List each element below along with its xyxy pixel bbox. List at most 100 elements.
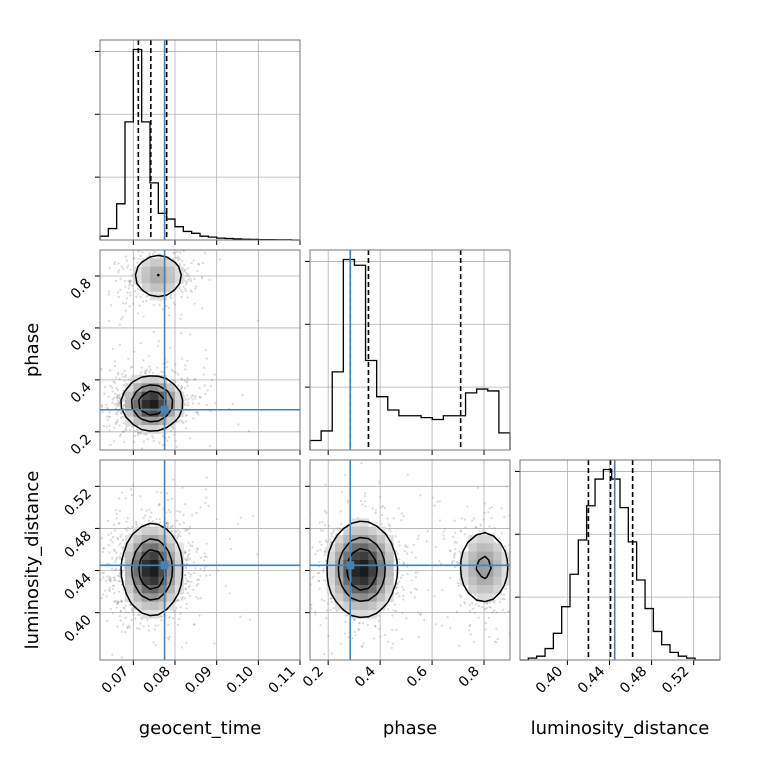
scatter-point — [158, 303, 161, 307]
density-cell — [368, 576, 378, 586]
scatter-point — [184, 289, 187, 292]
scatter-point — [187, 572, 190, 575]
scatter-point — [192, 623, 195, 626]
truth-marker — [160, 561, 169, 570]
scatter-point — [178, 618, 181, 621]
scatter-point — [325, 616, 328, 620]
scatter-point — [116, 394, 119, 397]
density-cell — [133, 408, 143, 418]
density-cell — [335, 535, 344, 544]
density-cell — [460, 576, 469, 586]
scatter-point — [194, 287, 197, 290]
scatter-point — [203, 366, 206, 369]
scatter-point — [140, 371, 143, 374]
scatter-point — [125, 302, 128, 305]
scatter-point — [453, 548, 457, 551]
scatter-point — [106, 418, 109, 421]
scatter-point — [187, 379, 190, 382]
scatter-point — [107, 577, 111, 580]
scatter-point — [130, 377, 133, 380]
x-axis-label-geocent-time: geocent_time — [139, 718, 262, 739]
scatter-point — [142, 440, 145, 443]
scatter-point — [392, 517, 395, 520]
scatter-point — [109, 578, 112, 581]
density-cell — [493, 568, 503, 578]
scatter-point — [332, 529, 336, 532]
density-cell — [351, 610, 361, 619]
scatter-point — [377, 614, 381, 617]
scatter-point — [453, 541, 457, 544]
density-cell — [150, 601, 159, 611]
scatter-point — [111, 557, 114, 560]
scatter-point — [107, 395, 110, 398]
scatter-point — [117, 270, 120, 273]
density-cell — [166, 416, 176, 426]
scatter-point — [185, 527, 188, 531]
scatter-point — [361, 503, 364, 506]
scatter-point — [401, 573, 404, 577]
scatter-point — [126, 626, 129, 630]
scatter-point — [142, 359, 145, 362]
scatter-point — [320, 543, 323, 546]
scatter-point — [324, 539, 328, 542]
scatter-point — [184, 271, 188, 275]
scatter-point — [190, 290, 193, 293]
scatter-point — [410, 579, 413, 582]
density-cell — [385, 560, 394, 569]
scatter-point — [197, 402, 200, 405]
scatter-point — [133, 434, 137, 438]
scatter-point — [336, 527, 339, 530]
scatter-point — [116, 291, 120, 294]
scatter-point — [165, 522, 168, 525]
scatter-point — [208, 278, 211, 282]
scatter-point — [122, 399, 125, 402]
scatter-point — [111, 347, 114, 350]
density-cell — [133, 383, 143, 393]
scatter-point — [108, 579, 111, 582]
density-cell — [335, 576, 344, 586]
scatter-point — [191, 544, 194, 548]
scatter-point — [183, 597, 187, 600]
scatter-point — [186, 554, 189, 557]
scatter-point — [189, 573, 193, 576]
scatter-point — [113, 579, 116, 582]
scatter-point — [116, 625, 119, 628]
scatter-point — [329, 541, 332, 544]
scatter-point — [323, 553, 326, 557]
scatter-point — [155, 517, 158, 521]
scatter-point — [464, 526, 467, 529]
density-cell — [376, 568, 386, 578]
scatter-point — [394, 609, 397, 613]
scatter-point — [451, 560, 454, 563]
density-cell — [125, 576, 134, 586]
scatter-point — [341, 490, 344, 493]
scatter-point — [485, 602, 489, 605]
scatter-point — [391, 628, 394, 632]
scatter-point — [404, 545, 407, 548]
scatter-point — [120, 600, 123, 603]
scatter-point — [114, 381, 117, 384]
scatter-point — [414, 587, 417, 590]
scatter-point — [170, 368, 173, 371]
scatter-point — [184, 268, 187, 272]
scatter-point — [180, 377, 183, 380]
density-cell — [376, 551, 386, 561]
density-cell — [150, 408, 159, 418]
scatter-point — [477, 616, 480, 619]
scatter-point — [107, 290, 111, 293]
scatter-point — [330, 532, 333, 535]
scatter-point — [112, 548, 116, 551]
scatter-point — [463, 518, 466, 521]
scatter-point — [488, 507, 491, 510]
scatter-point — [316, 572, 320, 575]
scatter-point — [323, 653, 326, 656]
scatter-point — [103, 385, 107, 389]
density-cell — [468, 585, 478, 594]
scatter-point — [172, 251, 175, 254]
scatter-point — [200, 275, 204, 279]
scatter-point — [389, 530, 392, 533]
scatter-point — [180, 313, 183, 316]
scatter-point — [438, 519, 442, 522]
density-cell — [360, 593, 369, 603]
